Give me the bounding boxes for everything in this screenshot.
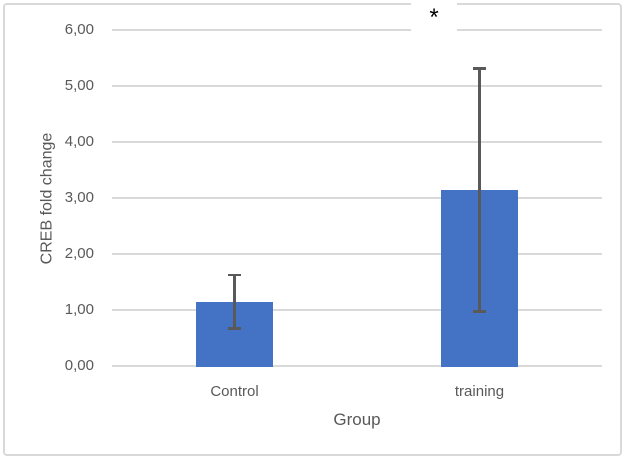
y-tick-label: 3,00 bbox=[64, 189, 94, 206]
gridline bbox=[112, 85, 602, 87]
y-tick-label: 2,00 bbox=[64, 245, 94, 262]
y-axis-title: CREB fold change bbox=[38, 132, 56, 265]
x-axis-title: Group bbox=[333, 410, 381, 429]
significance-asterisk: * bbox=[411, 0, 457, 31]
gridline bbox=[112, 197, 602, 199]
error-bar-cap bbox=[473, 310, 486, 313]
error-bar-line bbox=[478, 68, 481, 312]
gridline bbox=[112, 309, 602, 311]
gridline bbox=[112, 29, 602, 31]
y-tick-label: 6,00 bbox=[64, 21, 94, 38]
error-bar-cap bbox=[228, 273, 241, 277]
y-tick-label: 5,00 bbox=[64, 77, 94, 94]
gridline bbox=[112, 253, 602, 255]
y-tick-label: 4,00 bbox=[64, 133, 94, 150]
error-bar-cap bbox=[228, 327, 241, 330]
error-bar-line bbox=[233, 274, 236, 329]
category-label-training: training bbox=[454, 383, 505, 400]
category-label-control: Control bbox=[210, 383, 259, 400]
gridline bbox=[112, 365, 602, 367]
gridline bbox=[112, 141, 602, 143]
error-bar-cap bbox=[473, 67, 486, 70]
y-tick-label: 1,00 bbox=[64, 301, 94, 318]
y-tick-label: 0,00 bbox=[64, 357, 94, 374]
